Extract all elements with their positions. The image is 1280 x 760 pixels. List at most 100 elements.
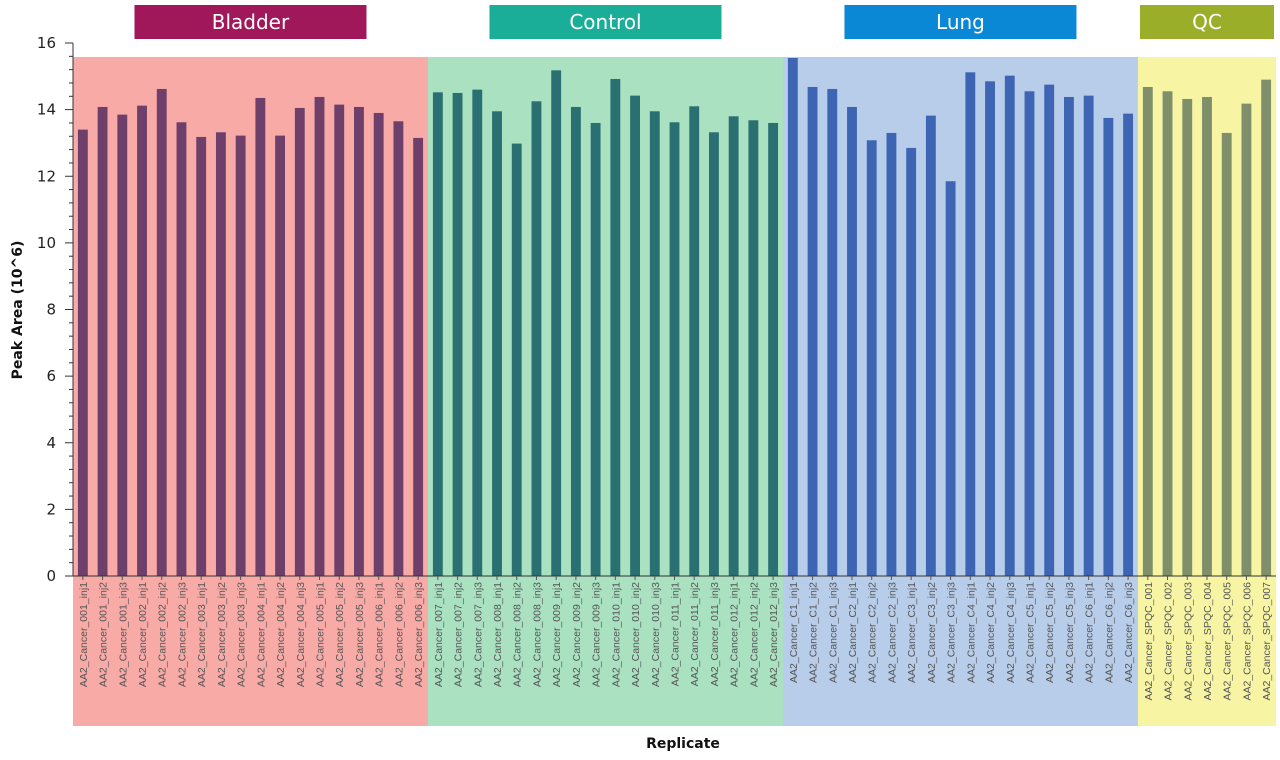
x-tick-label: AA2_Cancer_010_inj2 [630, 582, 642, 687]
x-tick-label: AA2_Cancer_C4_inj3 [1005, 582, 1017, 683]
x-tick-label: AA2_Cancer_SPQC_001 [1143, 582, 1155, 701]
x-tick-label: AA2_Cancer_C6_inj3 [1123, 582, 1135, 683]
bar [709, 132, 719, 576]
x-tick-label: AA2_Cancer_003_inj1 [196, 582, 208, 687]
bar [1123, 113, 1134, 576]
x-tick-label: AA2_Cancer_C3_inj3 [946, 582, 958, 683]
bar [807, 86, 818, 576]
bar [866, 140, 877, 576]
bar [196, 136, 207, 576]
x-tick-label: AA2_Cancer_005_inj3 [354, 582, 366, 687]
y-tick-label: 16 [37, 34, 56, 52]
x-tick-label: AA2_Cancer_009_inj2 [571, 582, 583, 687]
bar [137, 105, 147, 576]
x-tick-label: AA2_Cancer_012_inj2 [748, 582, 760, 687]
x-tick-label: AA2_Cancer_012_inj3 [768, 582, 780, 687]
bar [1182, 98, 1193, 576]
bar [649, 111, 660, 577]
bar [1202, 96, 1212, 576]
bar [551, 70, 562, 576]
group-header-bladder [134, 5, 367, 39]
bar [294, 107, 305, 576]
x-tick-label: AA2_Cancer_007_inj2 [453, 582, 465, 687]
x-tick-label: AA2_Cancer_001_inj3 [117, 582, 129, 687]
x-tick-label: AA2_Cancer_006_inj3 [413, 582, 425, 687]
bar [787, 57, 798, 577]
bar [235, 135, 246, 576]
x-tick-label: AA2_Cancer_C2_inj1 [847, 582, 859, 683]
y-tick-label: 10 [37, 234, 56, 252]
bar [827, 88, 838, 576]
bar [1162, 91, 1173, 576]
bar [1221, 132, 1232, 576]
x-tick-label: AA2_Cancer_SPQC_003 [1182, 582, 1194, 701]
bar [492, 111, 502, 577]
group-header-control [489, 5, 722, 39]
bar [373, 112, 384, 577]
y-tick-label: 6 [46, 367, 56, 385]
x-tick-label: AA2_Cancer_C5_inj1 [1024, 582, 1036, 683]
x-tick-label: AA2_Cancer_C1_inj3 [827, 582, 839, 683]
bar [610, 78, 621, 576]
x-tick-label: AA2_Cancer_007_inj3 [472, 582, 484, 687]
bar [925, 115, 936, 576]
x-tick-label: AA2_Cancer_011_inj3 [709, 582, 721, 686]
bar [156, 88, 167, 576]
group-headers: Bladder Control Lung QC [134, 5, 1274, 39]
x-tick-label: AA2_Cancer_C2_inj2 [867, 582, 879, 683]
x-tick-label: AA2_Cancer_008_inj1 [492, 582, 504, 687]
group-band-control [427, 57, 783, 726]
bar [630, 95, 640, 576]
bar [906, 147, 917, 576]
x-tick-label: AA2_Cancer_SPQC_007 [1261, 582, 1273, 701]
x-tick-label: AA2_Cancer_004_inj3 [295, 582, 307, 687]
group-background-bands [73, 57, 1276, 726]
x-tick-label: AA2_Cancer_SPQC_004 [1202, 582, 1214, 701]
x-tick-label: AA2_Cancer_C6_inj1 [1084, 582, 1096, 683]
x-tick-label: AA2_Cancer_001_inj2 [98, 582, 110, 687]
x-tick-label: AA2_Cancer_C5_inj3 [1064, 582, 1076, 683]
group-band-lung [782, 57, 1138, 726]
x-tick-label: AA2_Cancer_010_inj3 [650, 582, 662, 687]
bar [275, 135, 286, 576]
y-axis-title: Peak Area (10^6) [10, 241, 26, 380]
bar [1024, 91, 1035, 576]
x-tick-label: AA2_Cancer_001_inj1 [78, 582, 90, 687]
bar [965, 72, 976, 576]
x-tick-label: AA2_Cancer_009_inj1 [551, 582, 563, 687]
group-header-label: Lung [936, 10, 985, 34]
y-tick-label: 0 [46, 567, 56, 585]
x-tick-label: AA2_Cancer_SPQC_006 [1241, 582, 1253, 701]
x-tick-label: AA2_Cancer_008_inj2 [512, 582, 524, 687]
x-axis-title: Replicate [646, 736, 720, 752]
bar [1004, 75, 1015, 577]
group-header-label: QC [1192, 10, 1222, 34]
bar [669, 122, 680, 576]
bar [472, 89, 483, 576]
bar [886, 132, 897, 576]
bar [531, 101, 542, 576]
group-header-label: Bladder [212, 10, 290, 34]
x-tick-label: AA2_Cancer_009_inj3 [591, 582, 603, 687]
bar [748, 120, 759, 576]
bar [413, 137, 424, 577]
x-tick-label: AA2_Cancer_012_inj1 [729, 582, 741, 687]
bar [1261, 79, 1272, 577]
x-tick-label: AA2_Cancer_C6_inj2 [1103, 582, 1115, 683]
bar [117, 114, 128, 576]
x-tick-label: AA2_Cancer_C1_inj2 [808, 582, 820, 683]
x-tick-label: AA2_Cancer_011_inj1 [670, 582, 682, 686]
bar [1142, 86, 1153, 576]
x-tick-label: AA2_Cancer_005_inj2 [334, 582, 346, 687]
bar [215, 132, 226, 576]
bar [570, 106, 581, 577]
bar [1083, 95, 1094, 576]
x-tick-label: AA2_Cancer_004_inj1 [255, 582, 267, 687]
x-tick-label: AA2_Cancer_011_inj2 [689, 582, 701, 686]
x-tick-label: AA2_Cancer_C1_inj1 [788, 582, 800, 683]
x-tick-label: AA2_Cancer_C5_inj2 [1044, 582, 1056, 683]
bar [176, 122, 187, 576]
x-tick-label: AA2_Cancer_002_inj3 [176, 582, 188, 687]
x-tick-label: AA2_Cancer_004_inj2 [275, 582, 287, 687]
